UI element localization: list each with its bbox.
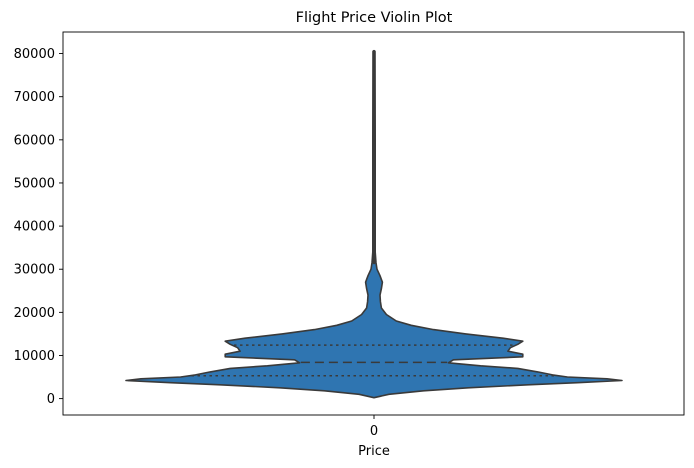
- y-tick-label: 0: [47, 392, 55, 407]
- y-tick-label: 60000: [14, 133, 55, 148]
- y-tick-label: 20000: [14, 306, 55, 321]
- x-axis: 0: [370, 415, 378, 439]
- chart-title: Flight Price Violin Plot: [296, 10, 453, 26]
- y-tick-label: 80000: [14, 47, 55, 62]
- plot-area-frame: [62, 31, 685, 416]
- y-tick-label: 50000: [14, 176, 55, 191]
- y-tick-label: 40000: [14, 220, 55, 235]
- y-tick-label: 10000: [14, 349, 55, 364]
- x-tick-label: 0: [370, 424, 378, 439]
- violin-layer: [125, 49, 623, 399]
- y-tick-label: 30000: [14, 263, 55, 278]
- x-axis-label: Price: [358, 444, 390, 459]
- y-axis: 0 10000 20000 30000 40000 50000 60000 70000 8000…: [14, 47, 63, 407]
- y-tick-label: 70000: [14, 90, 55, 105]
